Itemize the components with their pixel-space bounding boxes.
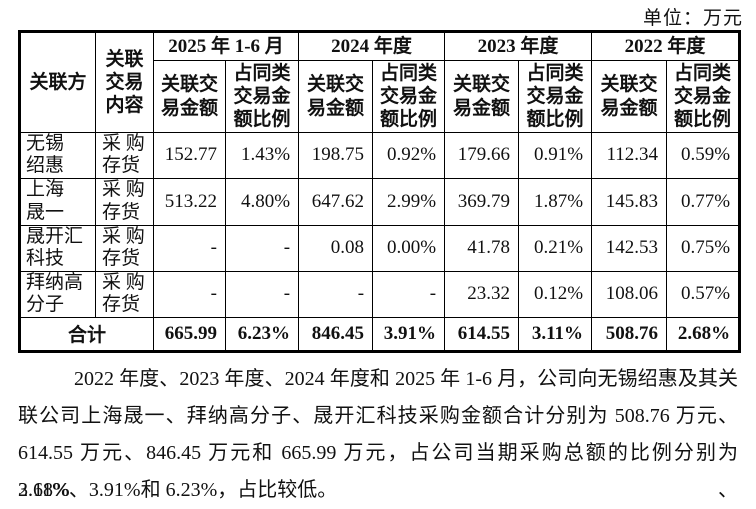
value-cell: 41.78: [444, 224, 520, 272]
header-period-2025: 2025 年 1-6 月: [152, 31, 300, 61]
header-period-2023: 2023 年度: [444, 31, 593, 61]
table-row: 无锡 绍惠 采 购 存货 152.77 1.43% 198.75 0.92% 1…: [19, 132, 741, 179]
paragraph-line: 614.55 万元、846.45 万元和 665.99 万元，占公司当期采购总额…: [18, 442, 738, 501]
value-cell: 112.34: [591, 132, 668, 179]
table-row: 上海 晟一 采 购 存货 513.22 4.80% 647.62 2.99% 3…: [19, 177, 741, 226]
value-cell: -: [372, 270, 446, 318]
header-content-cell: 关联 交易 内容: [95, 31, 154, 133]
table-header-period-row: 关联方 关联 交易 内容 2025 年 1-6 月 2024 年度 2023 年…: [19, 31, 741, 133]
value-cell: 0.77%: [666, 177, 741, 226]
header-ratio-cell: 占同类 交易金 额比例: [372, 60, 446, 133]
value-cell: 108.06: [591, 270, 668, 318]
value-cell: 647.62: [298, 177, 374, 226]
total-label-cell: 合计: [19, 316, 154, 352]
total-value-cell: 2.68%: [666, 316, 741, 352]
header-ratio-cell: 占同类 交易金 额比例: [224, 60, 300, 133]
related-party-transactions-table: 关联方 关联 交易 内容 2025 年 1-6 月 2024 年度 2023 年…: [18, 30, 742, 353]
value-cell: 0.12%: [518, 270, 593, 318]
content-cell: 采 购 存货: [95, 132, 154, 179]
header-ratio-cell: 占同类 交易金 额比例: [666, 60, 741, 133]
total-value-cell: 614.55: [444, 316, 520, 352]
paragraph-line: 2022 年度、2023 年度、2024 年度和 2025 年 1-6 月，公司…: [74, 368, 738, 390]
header-period-2022: 2022 年度: [591, 31, 741, 61]
party-cell: 上海 晟一: [19, 177, 96, 226]
total-row: 合计 665.99 6.23% 846.45 3.91% 614.55 3.11…: [19, 316, 741, 352]
value-cell: 23.32: [444, 270, 520, 318]
party-cell: 拜纳高 分子: [19, 270, 96, 318]
header-amount-cell: 关联交 易金额: [153, 60, 226, 133]
value-cell: 513.22: [153, 177, 226, 226]
value-cell: 145.83: [591, 177, 668, 226]
header-party-cell: 关联方: [19, 31, 96, 133]
total-value-cell: 508.76: [591, 316, 668, 352]
value-cell: -: [153, 224, 226, 272]
value-cell: 0.91%: [518, 132, 593, 179]
content-cell: 采 购 存货: [95, 270, 154, 318]
value-cell: -: [224, 224, 300, 272]
value-cell: 2.99%: [372, 177, 446, 226]
total-value-cell: 6.23%: [224, 316, 300, 352]
total-value-cell: 3.11%: [518, 316, 593, 352]
paragraph-line: 联公司上海晟一、拜纳高分子、晟开汇科技采购金额合计分别为 508.76 万元、: [18, 405, 738, 427]
value-cell: 0.59%: [666, 132, 741, 179]
content-cell: 采 购 存货: [95, 224, 154, 272]
unit-label: 单位：万元: [642, 8, 743, 29]
total-value-cell: 3.91%: [372, 316, 446, 352]
value-cell: 0.92%: [372, 132, 446, 179]
value-cell: 1.87%: [518, 177, 593, 226]
value-cell: 0.00%: [372, 224, 446, 272]
value-cell: -: [153, 270, 226, 318]
header-amount-cell: 关联交 易金额: [298, 60, 374, 133]
total-value-cell: 846.45: [298, 316, 374, 352]
content-cell: 采 购 存货: [95, 177, 154, 226]
value-cell: 4.80%: [224, 177, 300, 226]
header-ratio-cell: 占同类 交易金 额比例: [518, 60, 593, 133]
table-row: 拜纳高 分子 采 购 存货 - - - - 23.32 0.12% 108.06…: [19, 270, 741, 318]
table-header-sub-row: 关联交 易金额 占同类 交易金 额比例 关联交 易金额 占同类 交易金 额比例 …: [20, 60, 741, 133]
value-cell: 369.79: [444, 177, 520, 226]
party-cell: 无锡 绍惠: [19, 132, 96, 179]
value-cell: 152.77: [153, 132, 226, 179]
header-amount-cell: 关联交 易金额: [444, 60, 520, 133]
value-cell: 179.66: [444, 132, 520, 179]
party-cell: 晟开汇 科技: [19, 224, 96, 272]
value-cell: 142.53: [591, 224, 668, 272]
value-cell: -: [224, 270, 300, 318]
value-cell: 0.57%: [666, 270, 741, 318]
paragraph-line: 3.11%、3.91%和 6.23%，占比较低。: [18, 479, 338, 501]
header-amount-cell: 关联交 易金额: [591, 60, 668, 133]
total-value-cell: 665.99: [153, 316, 226, 352]
value-cell: 1.43%: [224, 132, 300, 179]
value-cell: 198.75: [298, 132, 374, 179]
value-cell: 0.08: [298, 224, 374, 272]
value-cell: 0.21%: [518, 224, 593, 272]
summary-paragraph: 2022 年度、2023 年度、2024 年度和 2025 年 1-6 月，公司…: [18, 361, 738, 509]
value-cell: -: [298, 270, 374, 318]
value-cell: 0.75%: [666, 224, 741, 272]
header-period-2024: 2024 年度: [298, 31, 446, 61]
table-row: 晟开汇 科技 采 购 存货 - - 0.08 0.00% 41.78 0.21%…: [19, 224, 741, 272]
